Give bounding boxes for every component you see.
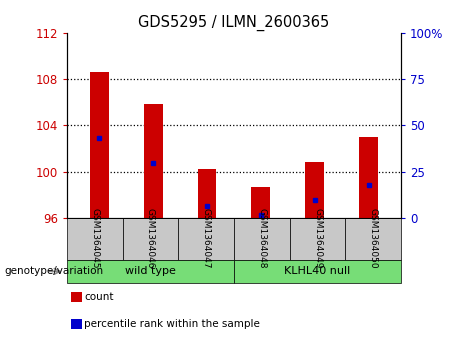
Text: GSM1364050: GSM1364050 [369,208,378,269]
Title: GDS5295 / ILMN_2600365: GDS5295 / ILMN_2600365 [138,15,330,31]
Bar [252,187,270,218]
Bar [90,72,109,218]
Text: KLHL40 null: KLHL40 null [284,266,351,276]
Text: GSM1364045: GSM1364045 [90,208,99,269]
Text: GSM1364046: GSM1364046 [146,208,155,269]
Text: GSM1364049: GSM1364049 [313,208,322,269]
Text: genotype/variation: genotype/variation [5,266,104,276]
Text: GSM1364047: GSM1364047 [201,208,211,269]
Text: wild type: wild type [125,266,176,276]
Bar [305,162,324,218]
Bar [144,105,163,218]
Text: GSM1364048: GSM1364048 [257,208,266,269]
Bar [198,169,216,218]
Bar [359,137,378,218]
Text: count: count [84,292,114,302]
Text: percentile rank within the sample: percentile rank within the sample [84,319,260,329]
